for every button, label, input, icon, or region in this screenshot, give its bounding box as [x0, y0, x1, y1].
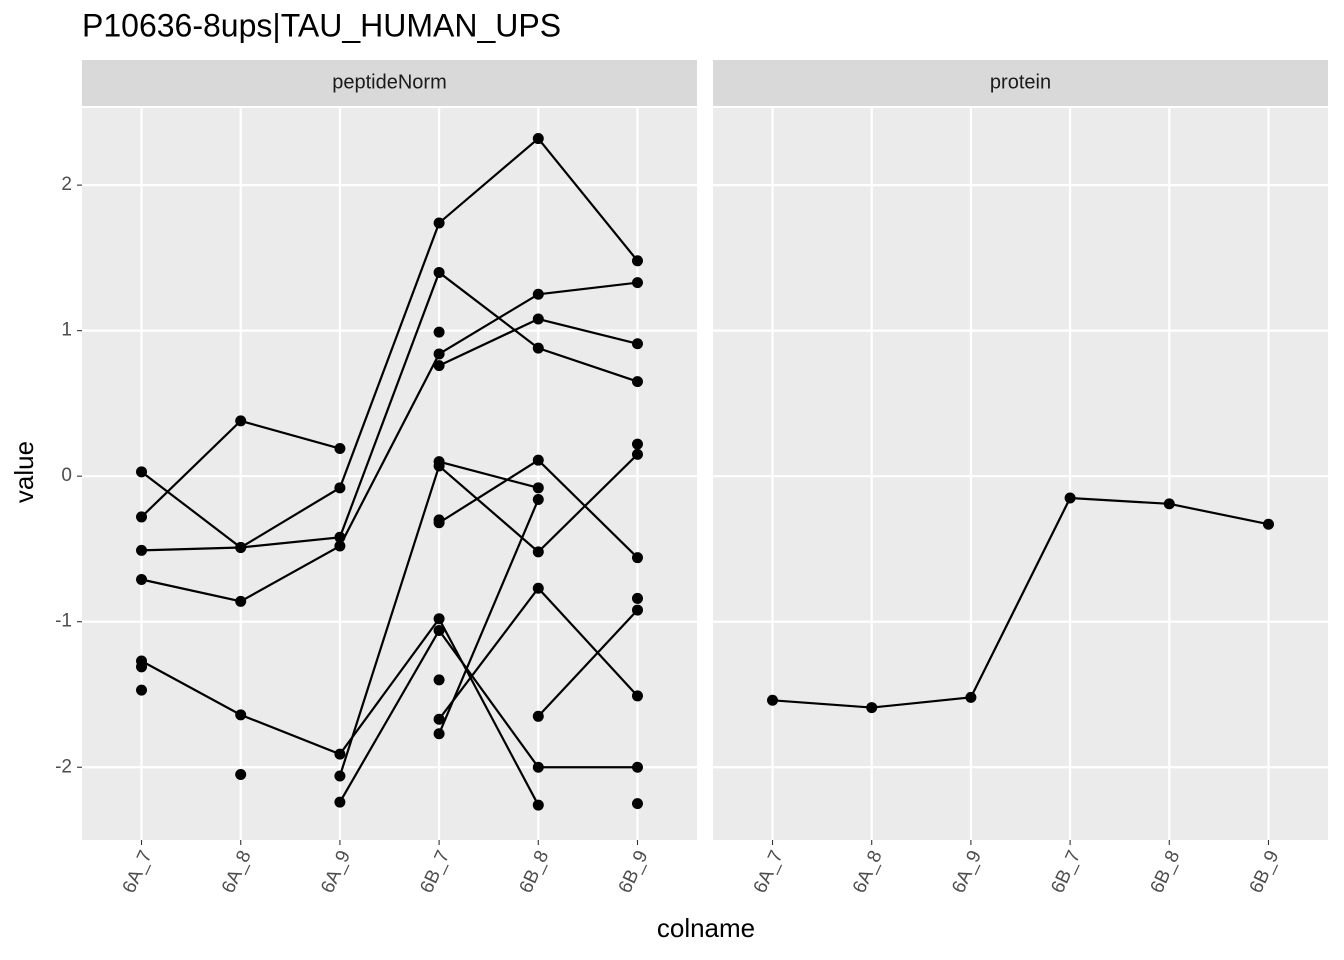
- point: [532, 454, 544, 466]
- point: [631, 376, 643, 388]
- point: [433, 514, 445, 526]
- point: [433, 613, 445, 625]
- point: [631, 798, 643, 810]
- y-tick-label: -2: [55, 756, 72, 777]
- point: [136, 544, 148, 556]
- series-line: [438, 499, 540, 735]
- y-tick-label: 0: [61, 465, 72, 486]
- point: [532, 493, 544, 505]
- x-tick-label: 6A_9: [948, 847, 986, 896]
- point: [532, 288, 544, 300]
- point: [767, 694, 779, 706]
- y-tick-label: 2: [61, 174, 72, 195]
- point: [136, 574, 148, 586]
- point: [433, 348, 445, 360]
- point: [532, 133, 544, 145]
- point: [532, 313, 544, 325]
- point: [631, 761, 643, 773]
- point: [433, 360, 445, 372]
- point: [433, 456, 445, 468]
- x-tick-label: 6B_9: [1246, 847, 1284, 896]
- point: [334, 796, 346, 808]
- series-line: [338, 453, 639, 777]
- point: [136, 466, 148, 478]
- point: [235, 541, 247, 553]
- point: [532, 799, 544, 811]
- point: [631, 552, 643, 564]
- panel: [713, 108, 1328, 840]
- point: [136, 661, 148, 673]
- x-tick-label: 6A_7: [750, 847, 788, 896]
- chart-title: P10636-8ups|TAU_HUMAN_UPS: [82, 7, 561, 43]
- point: [334, 748, 346, 760]
- point: [235, 709, 247, 721]
- strip: [82, 60, 697, 106]
- point: [334, 770, 346, 782]
- point: [433, 326, 445, 338]
- point: [532, 761, 544, 773]
- series-line: [537, 609, 639, 718]
- point: [631, 448, 643, 460]
- point: [631, 255, 643, 267]
- point: [631, 604, 643, 616]
- x-tick-label: 6A_8: [218, 847, 256, 896]
- point: [965, 691, 977, 703]
- series-line: [140, 136, 639, 549]
- panel: [82, 108, 697, 840]
- x-axis-title: colname: [657, 913, 755, 943]
- series-line: [772, 496, 1269, 709]
- point: [631, 338, 643, 350]
- series-line: [438, 460, 539, 489]
- point: [433, 624, 445, 636]
- x-tick-label: 6A_8: [849, 847, 887, 896]
- point: [532, 482, 544, 494]
- point: [433, 728, 445, 740]
- point: [433, 217, 445, 229]
- strip-label: peptideNorm: [332, 71, 447, 93]
- point: [334, 540, 346, 552]
- y-axis-title: value: [9, 441, 39, 503]
- x-tick-label: 6B_7: [416, 847, 454, 896]
- point: [631, 592, 643, 604]
- series-line: [338, 628, 638, 803]
- point: [433, 713, 445, 725]
- series-line: [141, 281, 638, 603]
- point: [631, 690, 643, 702]
- x-tick-label: 6B_9: [615, 847, 653, 896]
- x-tick-label: 6A_7: [119, 847, 157, 896]
- point: [334, 443, 346, 455]
- x-tick-label: 6B_8: [1147, 847, 1185, 896]
- point: [1262, 518, 1274, 530]
- strip-label: protein: [990, 71, 1051, 93]
- point: [1163, 498, 1175, 510]
- point: [866, 702, 878, 714]
- point: [1064, 492, 1076, 504]
- point: [532, 342, 544, 354]
- series-line: [141, 270, 638, 552]
- point: [136, 511, 148, 523]
- point: [532, 710, 544, 722]
- point: [631, 277, 643, 289]
- point: [235, 415, 247, 427]
- point: [433, 674, 445, 686]
- point: [532, 582, 544, 594]
- strip: [713, 60, 1328, 106]
- point: [235, 595, 247, 607]
- x-tick-label: 6A_9: [317, 847, 355, 896]
- x-tick-label: 6B_8: [516, 847, 554, 896]
- x-tick-label: 6B_7: [1047, 847, 1085, 896]
- point: [631, 438, 643, 450]
- point: [334, 482, 346, 494]
- y-tick-label: 1: [61, 320, 72, 341]
- point: [235, 769, 247, 781]
- point: [136, 684, 148, 696]
- point: [532, 546, 544, 558]
- y-tick-label: -1: [55, 611, 72, 632]
- point: [433, 266, 445, 278]
